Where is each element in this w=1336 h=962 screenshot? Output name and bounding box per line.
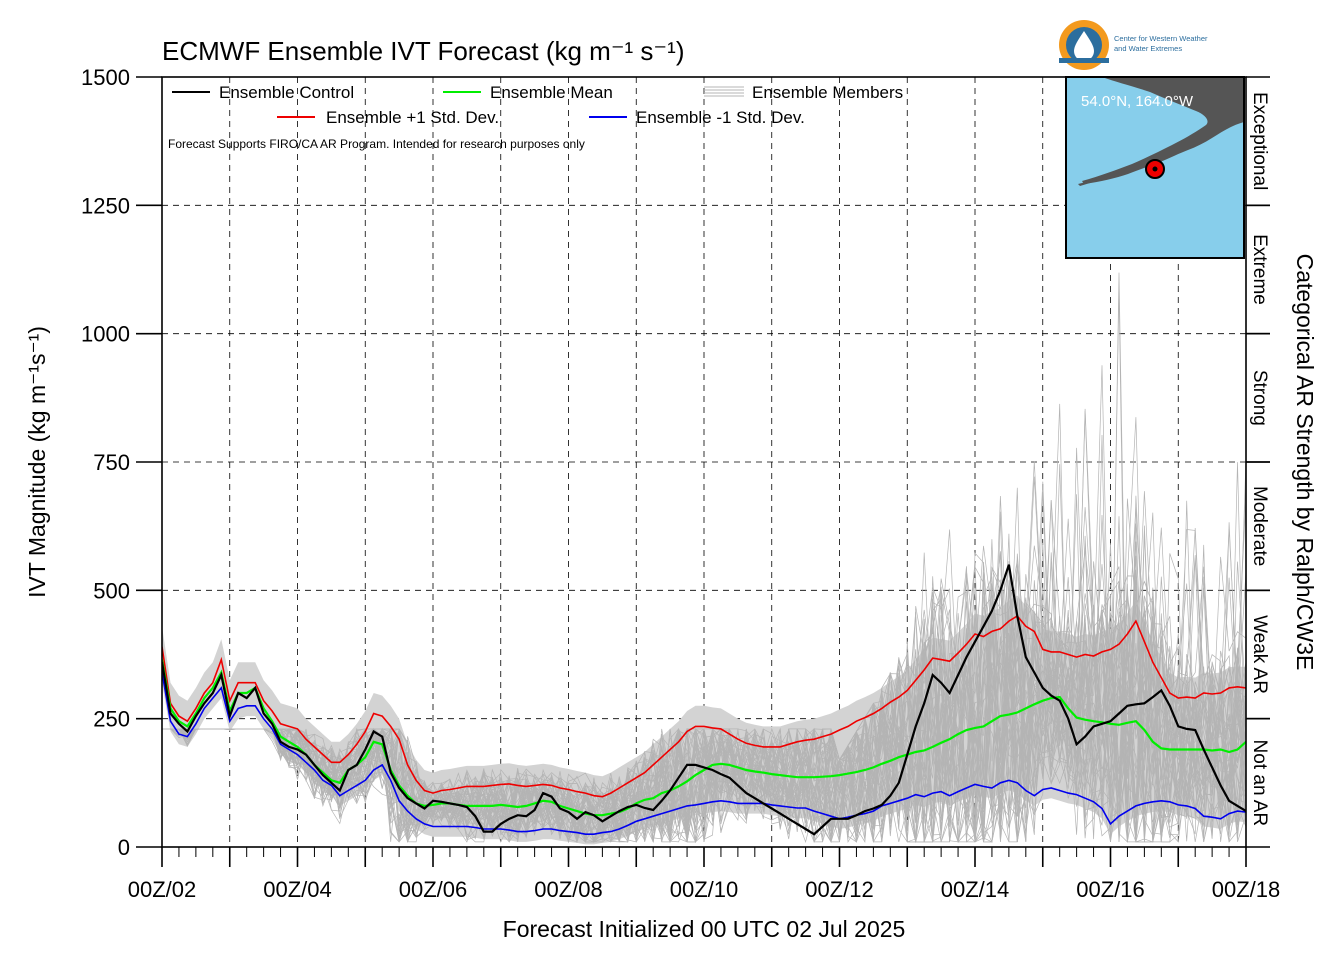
ensemble-member-line [162, 272, 1246, 844]
category-label: Moderate [1249, 486, 1270, 566]
inset-land-aleutians-icon [1078, 179, 1100, 186]
category-label: Strong [1249, 370, 1270, 426]
y-tick-label: 1000 [81, 322, 130, 347]
inset-land-alaska-icon [1082, 77, 1244, 184]
legend-control-label: Ensemble Control [219, 83, 354, 102]
y-tick-label: 250 [93, 707, 130, 732]
cw3e-logo-line1: Center for Western Weather [1114, 34, 1208, 43]
ensemble-member-line [162, 564, 1246, 843]
x-axis: 00Z/02 00Z/04 00Z/06 00Z/08 00Z/10 00Z/12 00Z/… [128, 847, 1281, 902]
ensemble-member-line [162, 551, 1246, 843]
disclaimer-note: Forecast Supports FIRO/CA AR Program. In… [168, 137, 585, 151]
x-tick-label: 00Z/18 [1212, 877, 1281, 902]
plus-std-line [162, 614, 1246, 798]
cw3e-logo-wave-icon [1059, 58, 1109, 63]
x-tick-label: 00Z/08 [534, 877, 603, 902]
y-tick-label: 0 [118, 835, 130, 860]
x-tick-label: 00Z/10 [670, 877, 739, 902]
legend-minus-std-label: Ensemble -1 Std. Dev. [636, 108, 805, 127]
chart-title: ECMWF Ensemble IVT Forecast (kg m⁻¹ s⁻¹) [162, 36, 684, 66]
y-axis-label: IVT Magnitude (kg m⁻¹s⁻¹) [24, 326, 50, 598]
category-axis-label: Categorical AR Strength by Ralph/CW3E [1292, 254, 1318, 671]
inset-border [1065, 76, 1245, 259]
legend: Ensemble Control Ensemble Mean Ensemble … [172, 83, 903, 127]
x-tick-label: 00Z/04 [263, 877, 332, 902]
y-tick-label: 1250 [81, 193, 130, 218]
x-tick-label: 00Z/06 [399, 877, 468, 902]
inset-location-label: 54.0°N, 164.0°W [1081, 93, 1194, 110]
cw3e-logo-drop-icon [1074, 31, 1094, 61]
x-tick-label: 00Z/16 [1076, 877, 1145, 902]
x-axis-label: Forecast Initialized 00 UTC 02 Jul 2025 [503, 916, 906, 942]
y-tick-label: 1500 [81, 65, 130, 90]
ensemble-member-line [162, 539, 1246, 843]
legend-members-swatch [704, 86, 744, 97]
minus-std-line [162, 672, 1246, 835]
cw3e-logo-line2: and Water Extremes [1114, 44, 1182, 53]
ensemble-member-line [162, 535, 1246, 843]
y-axis: 0 250 500 750 1000 1250 1500 [81, 65, 162, 860]
legend-mean-label: Ensemble Mean [490, 83, 613, 102]
category-label: Not an AR [1249, 740, 1270, 827]
category-axis: Not an AR Weak AR Moderate Strong Extreme Exc… [1246, 76, 1270, 848]
category-label: Extreme [1249, 234, 1270, 305]
ensemble-member-line [162, 561, 1246, 844]
x-tick-label: 00Z/02 [128, 877, 197, 902]
y-tick-label: 500 [93, 578, 130, 603]
ensemble-member-line [162, 566, 1246, 842]
ensemble-member-line [162, 527, 1246, 843]
y-tick-label: 750 [93, 450, 130, 475]
category-label: Exceptional [1249, 92, 1270, 190]
legend-plus-std-label: Ensemble +1 Std. Dev. [326, 108, 499, 127]
control-line [162, 564, 1246, 836]
x-tick-label: 00Z/14 [941, 877, 1010, 902]
x-tick-label: 00Z/12 [805, 877, 874, 902]
category-label: Weak AR [1249, 615, 1270, 694]
cw3e-logo: Center for Western Weather and Water Ext… [1059, 20, 1208, 70]
red-location-dot-icon [1145, 159, 1165, 179]
inset-map: 54.0°N, 164.0°W [1065, 76, 1245, 259]
legend-members-label: Ensemble Members [752, 83, 903, 102]
